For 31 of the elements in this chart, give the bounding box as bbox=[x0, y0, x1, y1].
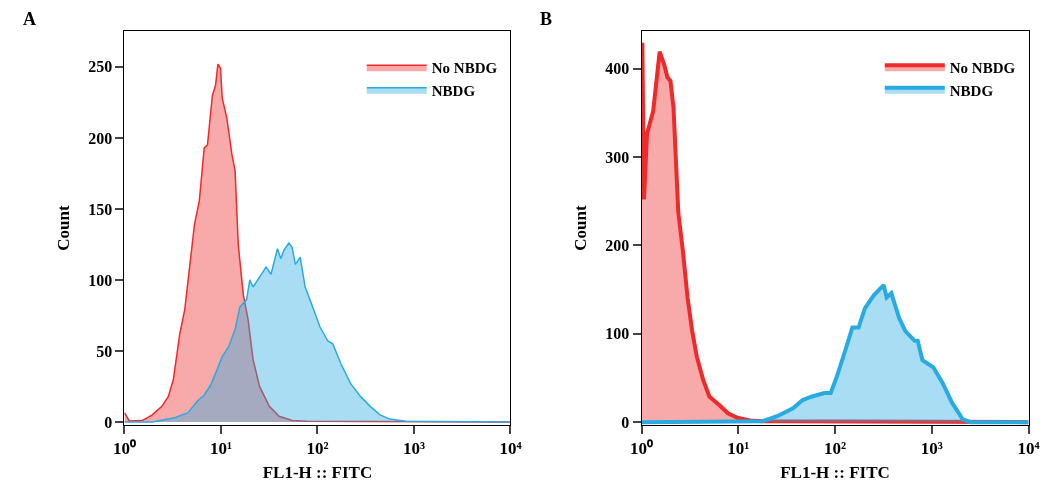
x-tick-label: 10¹ bbox=[727, 439, 750, 459]
y-tick-label: 300 bbox=[605, 148, 630, 166]
x-axis-title: FL1-H :: FITC bbox=[780, 462, 890, 482]
x-tick-label: 10³ bbox=[920, 439, 943, 459]
y-tick-label: 0 bbox=[621, 413, 630, 431]
y-tick-label: 100 bbox=[88, 271, 113, 289]
y-axis-title: Count bbox=[570, 205, 590, 251]
x-tick-label: 10⁰ bbox=[630, 439, 654, 459]
y-tick-label: 200 bbox=[605, 236, 630, 254]
x-tick-label: 10⁰ bbox=[112, 439, 136, 459]
y-tick-label: 0 bbox=[104, 413, 113, 431]
y-tick-label: 100 bbox=[605, 325, 630, 343]
x-tick-label: 10² bbox=[823, 439, 847, 459]
y-tick-label: 150 bbox=[88, 200, 113, 218]
y-tick-label: 250 bbox=[88, 58, 113, 76]
y-axis-title: Count bbox=[53, 205, 73, 251]
legend-label: No NBDG bbox=[949, 60, 1016, 77]
chart-title: A bbox=[23, 9, 36, 29]
x-tick-label: 10² bbox=[306, 439, 329, 459]
x-tick-label: 10¹ bbox=[209, 439, 233, 459]
legend-label: NBDG bbox=[431, 82, 476, 99]
legend-label: NBDG bbox=[949, 82, 994, 99]
x-tick-label: 10⁴ bbox=[1017, 439, 1040, 459]
x-axis-title: FL1-H :: FITC bbox=[262, 462, 373, 482]
x-tick-label: 10⁴ bbox=[499, 439, 522, 459]
chart-title: B bbox=[540, 9, 553, 29]
x-tick-label: 10³ bbox=[402, 439, 426, 459]
y-tick-label: 200 bbox=[88, 129, 113, 147]
y-tick-label: 50 bbox=[96, 342, 113, 360]
legend-label: No NBDG bbox=[431, 60, 498, 77]
y-tick-label: 400 bbox=[605, 60, 630, 78]
